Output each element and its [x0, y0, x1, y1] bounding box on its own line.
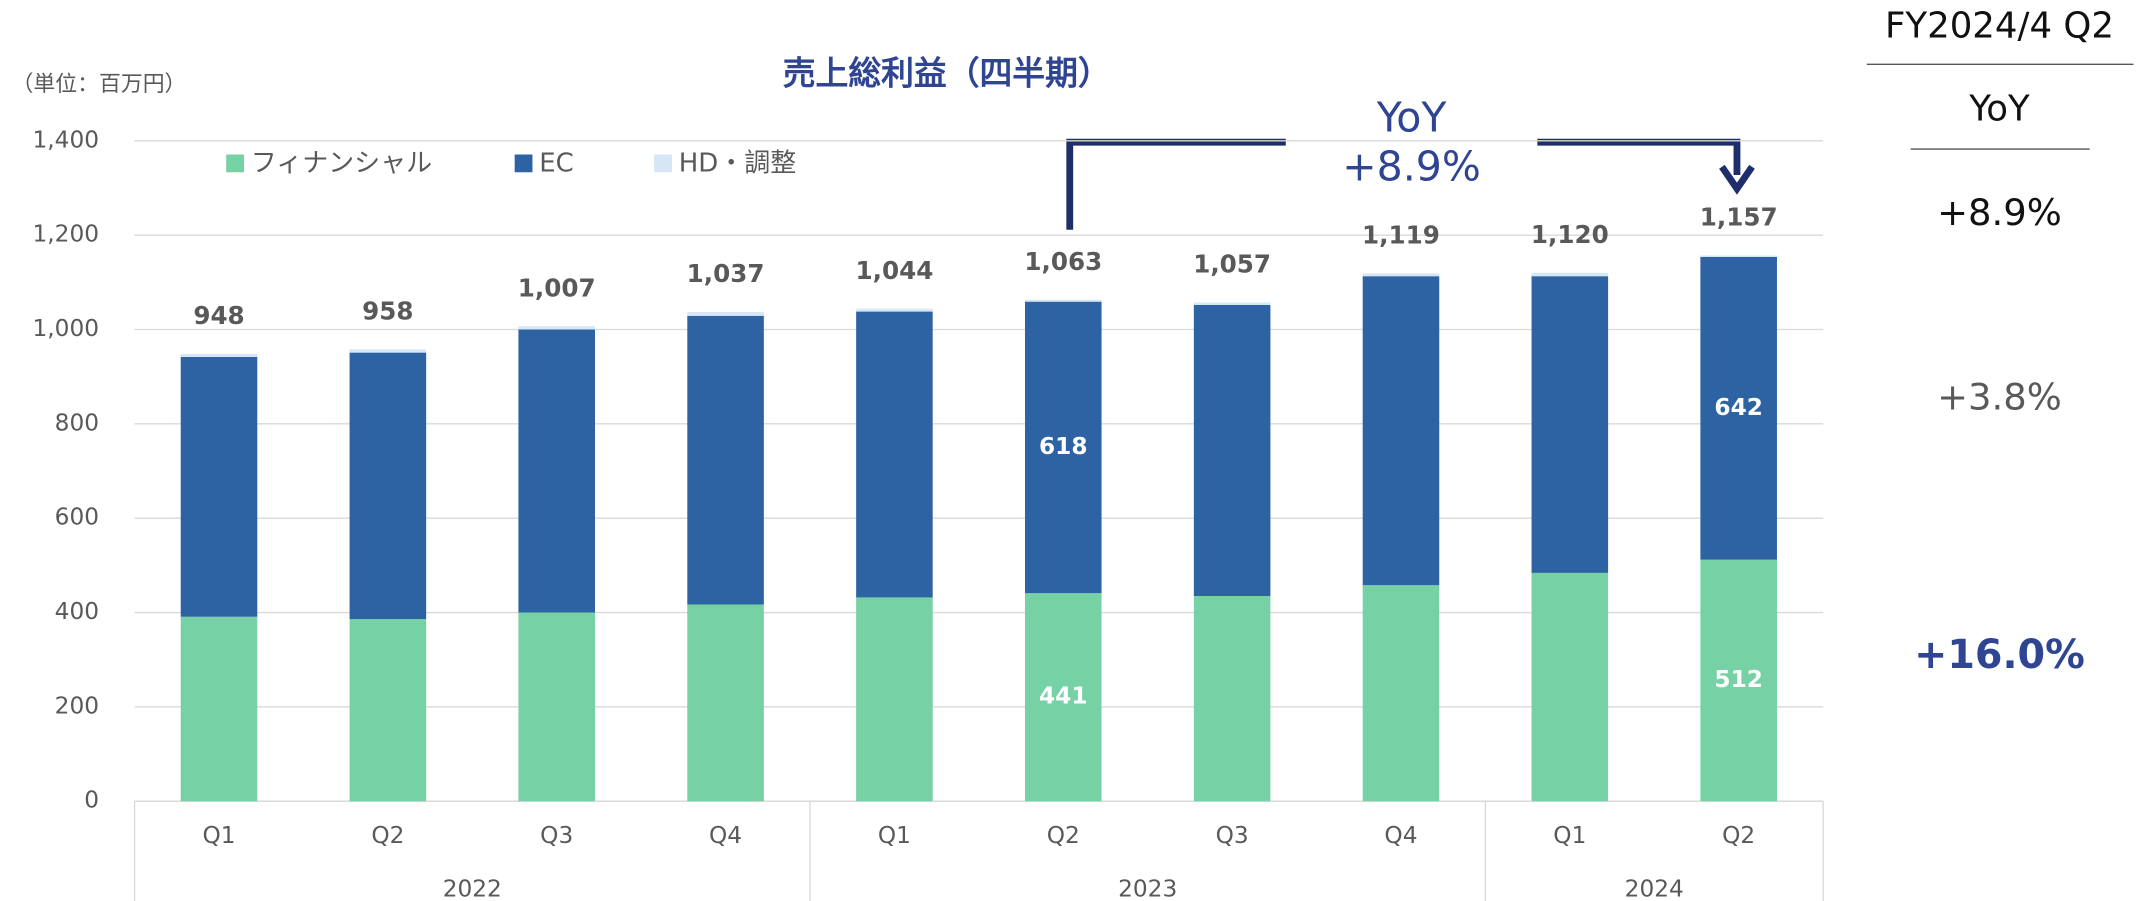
x-tick-label: Q3 [540, 822, 573, 849]
bar-segment [856, 308, 933, 312]
x-tick-label: Q2 [1722, 822, 1755, 849]
bar-segment [1531, 272, 1609, 277]
total-label: 1,007 [518, 273, 596, 302]
legend-label: EC [539, 149, 574, 179]
y-tick-label: 0 [84, 787, 99, 814]
bar-segment [1193, 596, 1271, 802]
data-label: 512 [1714, 666, 1763, 693]
bar-segment [1362, 276, 1440, 586]
bar-segment [1024, 301, 1102, 594]
y-tick-label: 1,200 [33, 221, 100, 248]
annotation-title: YoY [1376, 93, 1448, 141]
bar-segment [687, 312, 764, 316]
bar-segment [1700, 256, 1777, 560]
total-label: 1,037 [687, 259, 765, 288]
bar-segment [1024, 299, 1102, 302]
legend-label: HD・調整 [679, 149, 796, 179]
x-tick-label: Q2 [371, 822, 404, 849]
bar-segment [1024, 593, 1102, 802]
bar-segment [1531, 572, 1609, 802]
bar-segment [180, 616, 258, 802]
bar-segment [1700, 255, 1777, 257]
total-label: 1,044 [855, 256, 933, 285]
legend-label: フィナンシャル [251, 149, 432, 179]
data-label: 642 [1714, 394, 1763, 421]
x-tick-label: Q2 [1047, 822, 1080, 849]
annotation-arrow [1719, 164, 1755, 195]
annotation-value: +8.9% [1342, 143, 1481, 191]
bar-segment [349, 349, 427, 353]
bar-segment [1193, 302, 1271, 305]
bar-segment [518, 612, 595, 802]
bar-segment [180, 356, 258, 617]
total-label: 1,120 [1531, 220, 1609, 249]
y-tick-label: 200 [55, 692, 99, 719]
panel-subheader: YoY [1968, 89, 2030, 130]
unit-label: （単位：百万円） [12, 72, 187, 97]
data-label: 441 [1039, 683, 1088, 710]
group-label: 2022 [443, 876, 502, 901]
bar-segment [1193, 304, 1271, 597]
bar-segment [518, 326, 595, 330]
data-label: 618 [1039, 433, 1088, 460]
y-tick-label: 400 [55, 598, 99, 625]
bar-segment [687, 604, 764, 802]
panel-row: +3.8% [1937, 376, 2062, 419]
x-tick-label: Q4 [1384, 822, 1417, 849]
panel-header: FY2024/4 Q2 [1885, 5, 2114, 46]
total-label: 1,063 [1024, 247, 1102, 276]
bar-segment [687, 315, 764, 605]
x-tick-label: Q1 [1553, 822, 1586, 849]
y-tick-label: 1,000 [33, 315, 100, 342]
bar-segment [518, 329, 595, 613]
bar-segment [1362, 585, 1440, 802]
group-label: 2024 [1625, 876, 1684, 901]
bar-segment [180, 354, 258, 357]
bar-segment [1362, 273, 1440, 277]
y-tick-label: 1,400 [33, 126, 100, 153]
bar-segment [856, 597, 933, 802]
panel-row: +16.0% [1914, 632, 2085, 678]
x-tick-label: Q3 [1216, 822, 1249, 849]
x-tick-label: Q1 [878, 822, 911, 849]
y-tick-label: 800 [55, 409, 99, 436]
legend-swatch [226, 154, 244, 173]
bar-segment [856, 311, 933, 598]
total-label: 1,119 [1362, 220, 1440, 249]
bar-segment [349, 352, 427, 620]
x-tick-label: Q4 [709, 822, 742, 849]
total-label: 948 [193, 301, 244, 330]
y-tick-label: 600 [55, 504, 99, 531]
x-tick-label: Q1 [202, 822, 235, 849]
legend-swatch [654, 154, 672, 173]
total-label: 1,157 [1700, 203, 1778, 232]
chart-title: 売上総利益（四半期） [783, 55, 1111, 93]
group-label: 2023 [1118, 876, 1177, 901]
total-label: 1,057 [1193, 250, 1271, 279]
bar-segment [1531, 276, 1609, 573]
bar-segment [349, 619, 427, 802]
annotation-bracket [1066, 138, 1741, 230]
legend-swatch [514, 154, 533, 173]
total-label: 958 [362, 296, 413, 325]
panel-row: +8.9% [1937, 191, 2062, 234]
bar-segment [1700, 559, 1777, 802]
